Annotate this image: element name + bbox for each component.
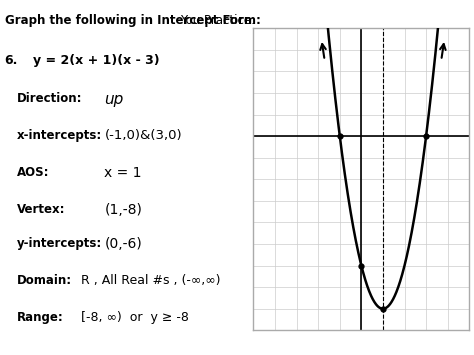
Text: [-8, ∞)  or  y ≥ -8: [-8, ∞) or y ≥ -8 — [81, 311, 189, 324]
Text: Direction:: Direction: — [17, 92, 82, 105]
Text: up: up — [104, 92, 124, 106]
Text: You Practice:: You Practice: — [180, 14, 255, 27]
Text: R , All Real #s , (-∞,∞): R , All Real #s , (-∞,∞) — [81, 274, 220, 287]
Text: x-intercepts:: x-intercepts: — [17, 129, 102, 142]
Text: Graph the following in Intercept Form:: Graph the following in Intercept Form: — [5, 14, 261, 27]
Text: (1,-8): (1,-8) — [104, 203, 142, 217]
Text: 6.: 6. — [5, 54, 18, 67]
Text: AOS:: AOS: — [17, 166, 49, 179]
Text: y = 2(x + 1)(x - 3): y = 2(x + 1)(x - 3) — [33, 54, 160, 67]
Text: (0,-6): (0,-6) — [104, 236, 142, 251]
Text: x = 1: x = 1 — [104, 166, 142, 180]
Text: Domain:: Domain: — [17, 274, 72, 287]
Text: y-intercepts:: y-intercepts: — [17, 236, 102, 250]
Text: (-1,0)&(3,0): (-1,0)&(3,0) — [104, 129, 182, 142]
Text: Vertex:: Vertex: — [17, 203, 65, 216]
Text: Range:: Range: — [17, 311, 64, 324]
